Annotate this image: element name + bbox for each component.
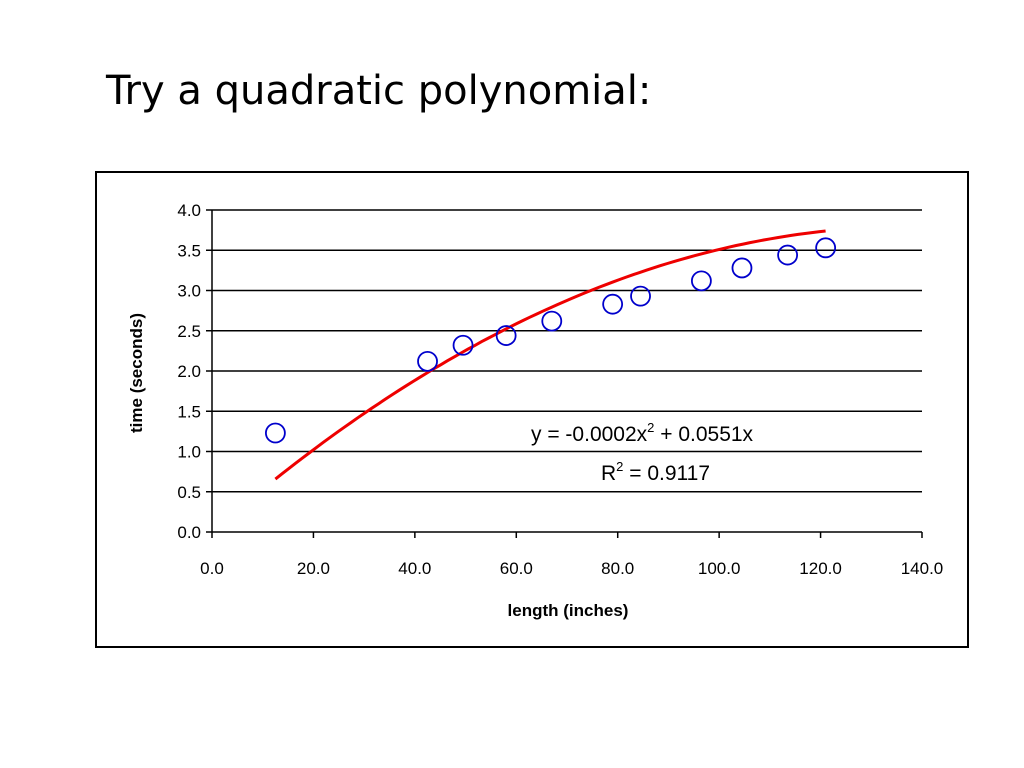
slide-title: Try a quadratic polynomial:: [106, 68, 652, 114]
data-points: [264, 237, 837, 444]
x-tick-label: 140.0: [901, 559, 944, 578]
y-tick-label: 1.0: [177, 443, 201, 462]
x-tick-label: 100.0: [698, 559, 741, 578]
y-tick-label: 4.0: [177, 201, 201, 220]
data-point: [417, 350, 438, 372]
data-point: [690, 270, 712, 292]
data-point: [630, 285, 651, 307]
x-axis-label: length (inches): [508, 601, 629, 620]
y-tick-label: 1.5: [177, 402, 201, 421]
x-tick-label: 80.0: [601, 559, 634, 578]
x-tick-label: 40.0: [398, 559, 431, 578]
y-tick-label: 3.0: [177, 282, 201, 301]
y-tick-label: 0.5: [177, 483, 201, 502]
gridlines: [212, 209, 922, 493]
data-point: [815, 237, 837, 259]
y-tick-label: 2.5: [177, 322, 201, 341]
x-tick-label: 120.0: [799, 559, 842, 578]
data-point: [264, 422, 286, 444]
x-tick-label: 0.0: [200, 559, 224, 578]
trendline-equation: y = -0.0002x2 + 0.0551x: [531, 420, 754, 446]
x-tick-labels: 0.0 20.0 40.0 60.0 80.0 100.0 120.0 140.0: [200, 559, 943, 578]
y-tick-label: 0.0: [177, 523, 201, 542]
data-point: [541, 310, 563, 332]
data-point: [777, 244, 799, 266]
data-point: [452, 334, 474, 356]
y-tick-label: 2.0: [177, 362, 201, 381]
x-tick-label: 60.0: [500, 559, 533, 578]
x-tick-label: 20.0: [297, 559, 330, 578]
y-tick-label: 3.5: [177, 241, 201, 260]
data-point: [495, 325, 517, 346]
data-point: [602, 293, 624, 315]
y-tick-labels: 0.0 0.5 1.0 1.5 2.0 2.5 3.0 3.5 4.0: [177, 201, 201, 542]
r-squared-label: R2 = 0.9117: [601, 459, 710, 485]
axes: [206, 209, 923, 538]
scatter-chart: 0.0 0.5 1.0 1.5 2.0 2.5 3.0 3.5 4.0 0.0 20.0 40.0 6…: [127, 201, 943, 620]
y-axis-label: time (seconds): [127, 313, 146, 433]
trendline: [274, 229, 826, 481]
data-point: [731, 257, 753, 279]
chart-frame: 0.0 0.5 1.0 1.5 2.0 2.5 3.0 3.5 4.0 0.0 20.0 40.0 6…: [95, 171, 969, 648]
trendline-group: [274, 229, 826, 481]
